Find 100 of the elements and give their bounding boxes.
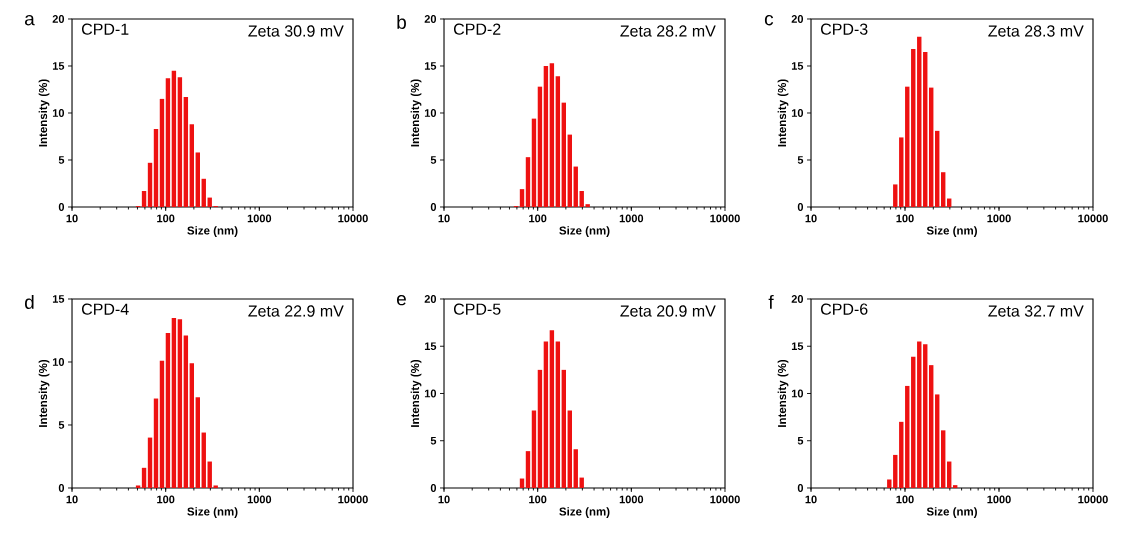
- x-axis-title: Size (nm): [926, 507, 977, 518]
- x-tick-label: 10: [66, 214, 78, 223]
- y-tick-label: 20: [791, 295, 804, 303]
- bar: [525, 451, 531, 488]
- x-axis-title: Size (nm): [926, 226, 977, 237]
- bar: [153, 398, 159, 488]
- y-tick-label: 10: [424, 389, 437, 398]
- bar: [147, 437, 153, 488]
- annotation: Zeta 30.9 mV: [248, 25, 344, 37]
- bar: [159, 360, 165, 488]
- text: b: [397, 15, 406, 29]
- y-tick-label: 5: [58, 156, 65, 164]
- annotation: Zeta 28.3 mV: [988, 25, 1084, 37]
- x-tick-label: 10000: [1078, 214, 1108, 223]
- bar: [911, 356, 916, 488]
- bar: [165, 333, 171, 488]
- bar: [893, 184, 898, 207]
- bar: [947, 461, 952, 488]
- text: d: [25, 294, 34, 309]
- bar: [941, 430, 946, 488]
- bar: [195, 152, 200, 207]
- y-tick-label: 5: [797, 436, 804, 445]
- bar: [201, 432, 206, 488]
- annotation: Zeta 32.7 mV: [988, 305, 1084, 317]
- y-tick-label: 20: [52, 15, 65, 23]
- bar: [201, 178, 206, 207]
- y-tick-label: 0: [58, 484, 65, 492]
- x-axis-title: Size (nm): [187, 226, 238, 237]
- bar: [567, 410, 572, 488]
- y-axis-title: Intensity (%): [38, 79, 50, 147]
- y-tick-label: 10: [424, 109, 437, 117]
- bar: [135, 485, 141, 488]
- bar: [171, 70, 177, 207]
- y-tick-label: 10: [52, 358, 65, 366]
- y-axis-title: Intensity (%): [410, 359, 422, 427]
- x-tick-label: 10: [805, 214, 817, 223]
- bar: [923, 51, 928, 207]
- x-tick-label: 10000: [1078, 495, 1108, 504]
- x-tick-label: 100: [896, 214, 914, 223]
- y-tick-label: 5: [430, 156, 437, 164]
- x-tick-label: 100: [529, 214, 547, 223]
- bar: [917, 36, 922, 207]
- x-tick-label: 10: [66, 495, 78, 504]
- x-tick-label: 10000: [710, 214, 740, 223]
- y-tick-label: 0: [797, 203, 804, 211]
- bar: [165, 78, 171, 207]
- chart-title: CPD-1: [81, 23, 129, 35]
- annotation: Zeta 20.9 mV: [620, 305, 716, 317]
- bar: [153, 128, 159, 207]
- bar: [543, 65, 549, 207]
- text: f: [768, 294, 774, 309]
- chart-title: CPD-4: [81, 303, 129, 315]
- x-tick-label: 1000: [987, 495, 1011, 504]
- bar: [519, 189, 525, 207]
- bar: [141, 191, 147, 207]
- y-tick-label: 20: [424, 15, 437, 23]
- x-tick-label: 100: [157, 214, 175, 223]
- bar: [561, 102, 566, 207]
- bar: [147, 162, 153, 207]
- bar: [573, 166, 578, 207]
- x-tick-label: 1000: [987, 214, 1011, 223]
- bar: [935, 130, 940, 207]
- x-tick-label: 10: [438, 495, 450, 504]
- bar: [189, 363, 195, 488]
- x-tick-label: 1000: [619, 214, 644, 223]
- bar: [899, 421, 904, 488]
- bar: [929, 365, 934, 488]
- bar: [905, 385, 910, 488]
- chart-title: CPD-6: [821, 303, 868, 315]
- x-tick-label: 10000: [338, 214, 368, 223]
- chart-title: CPD-5: [453, 303, 501, 315]
- y-tick-label: 5: [797, 156, 804, 164]
- bar: [549, 330, 555, 488]
- bar: [531, 410, 537, 488]
- y-tick-label: 5: [430, 436, 437, 445]
- bar: [911, 49, 916, 207]
- annotation: Zeta 28.2 mV: [620, 25, 716, 37]
- bar: [537, 86, 543, 207]
- text: c: [764, 15, 774, 26]
- x-tick-label: 10000: [710, 495, 740, 504]
- x-tick-label: 1000: [247, 495, 272, 504]
- bar: [537, 369, 543, 488]
- bar: [929, 87, 934, 207]
- x-tick-label: 1000: [619, 495, 644, 504]
- y-axis-title: Intensity (%): [38, 359, 50, 427]
- bar: [177, 77, 183, 207]
- annotation: Zeta 22.9 mV: [248, 305, 344, 317]
- text: e: [396, 294, 406, 306]
- y-tick-label: 0: [58, 203, 65, 211]
- x-axis-title: Size (nm): [559, 507, 610, 518]
- y-tick-label: 10: [791, 389, 804, 398]
- x-tick-label: 10: [805, 495, 817, 504]
- y-tick-label: 20: [424, 295, 437, 303]
- y-tick-label: 10: [52, 109, 65, 117]
- x-axis-title: Size (nm): [187, 507, 238, 518]
- x-tick-label: 100: [157, 495, 175, 504]
- y-axis-title: Intensity (%): [777, 359, 789, 427]
- y-tick-label: 15: [424, 342, 437, 351]
- bar: [561, 369, 566, 488]
- bar: [941, 172, 946, 207]
